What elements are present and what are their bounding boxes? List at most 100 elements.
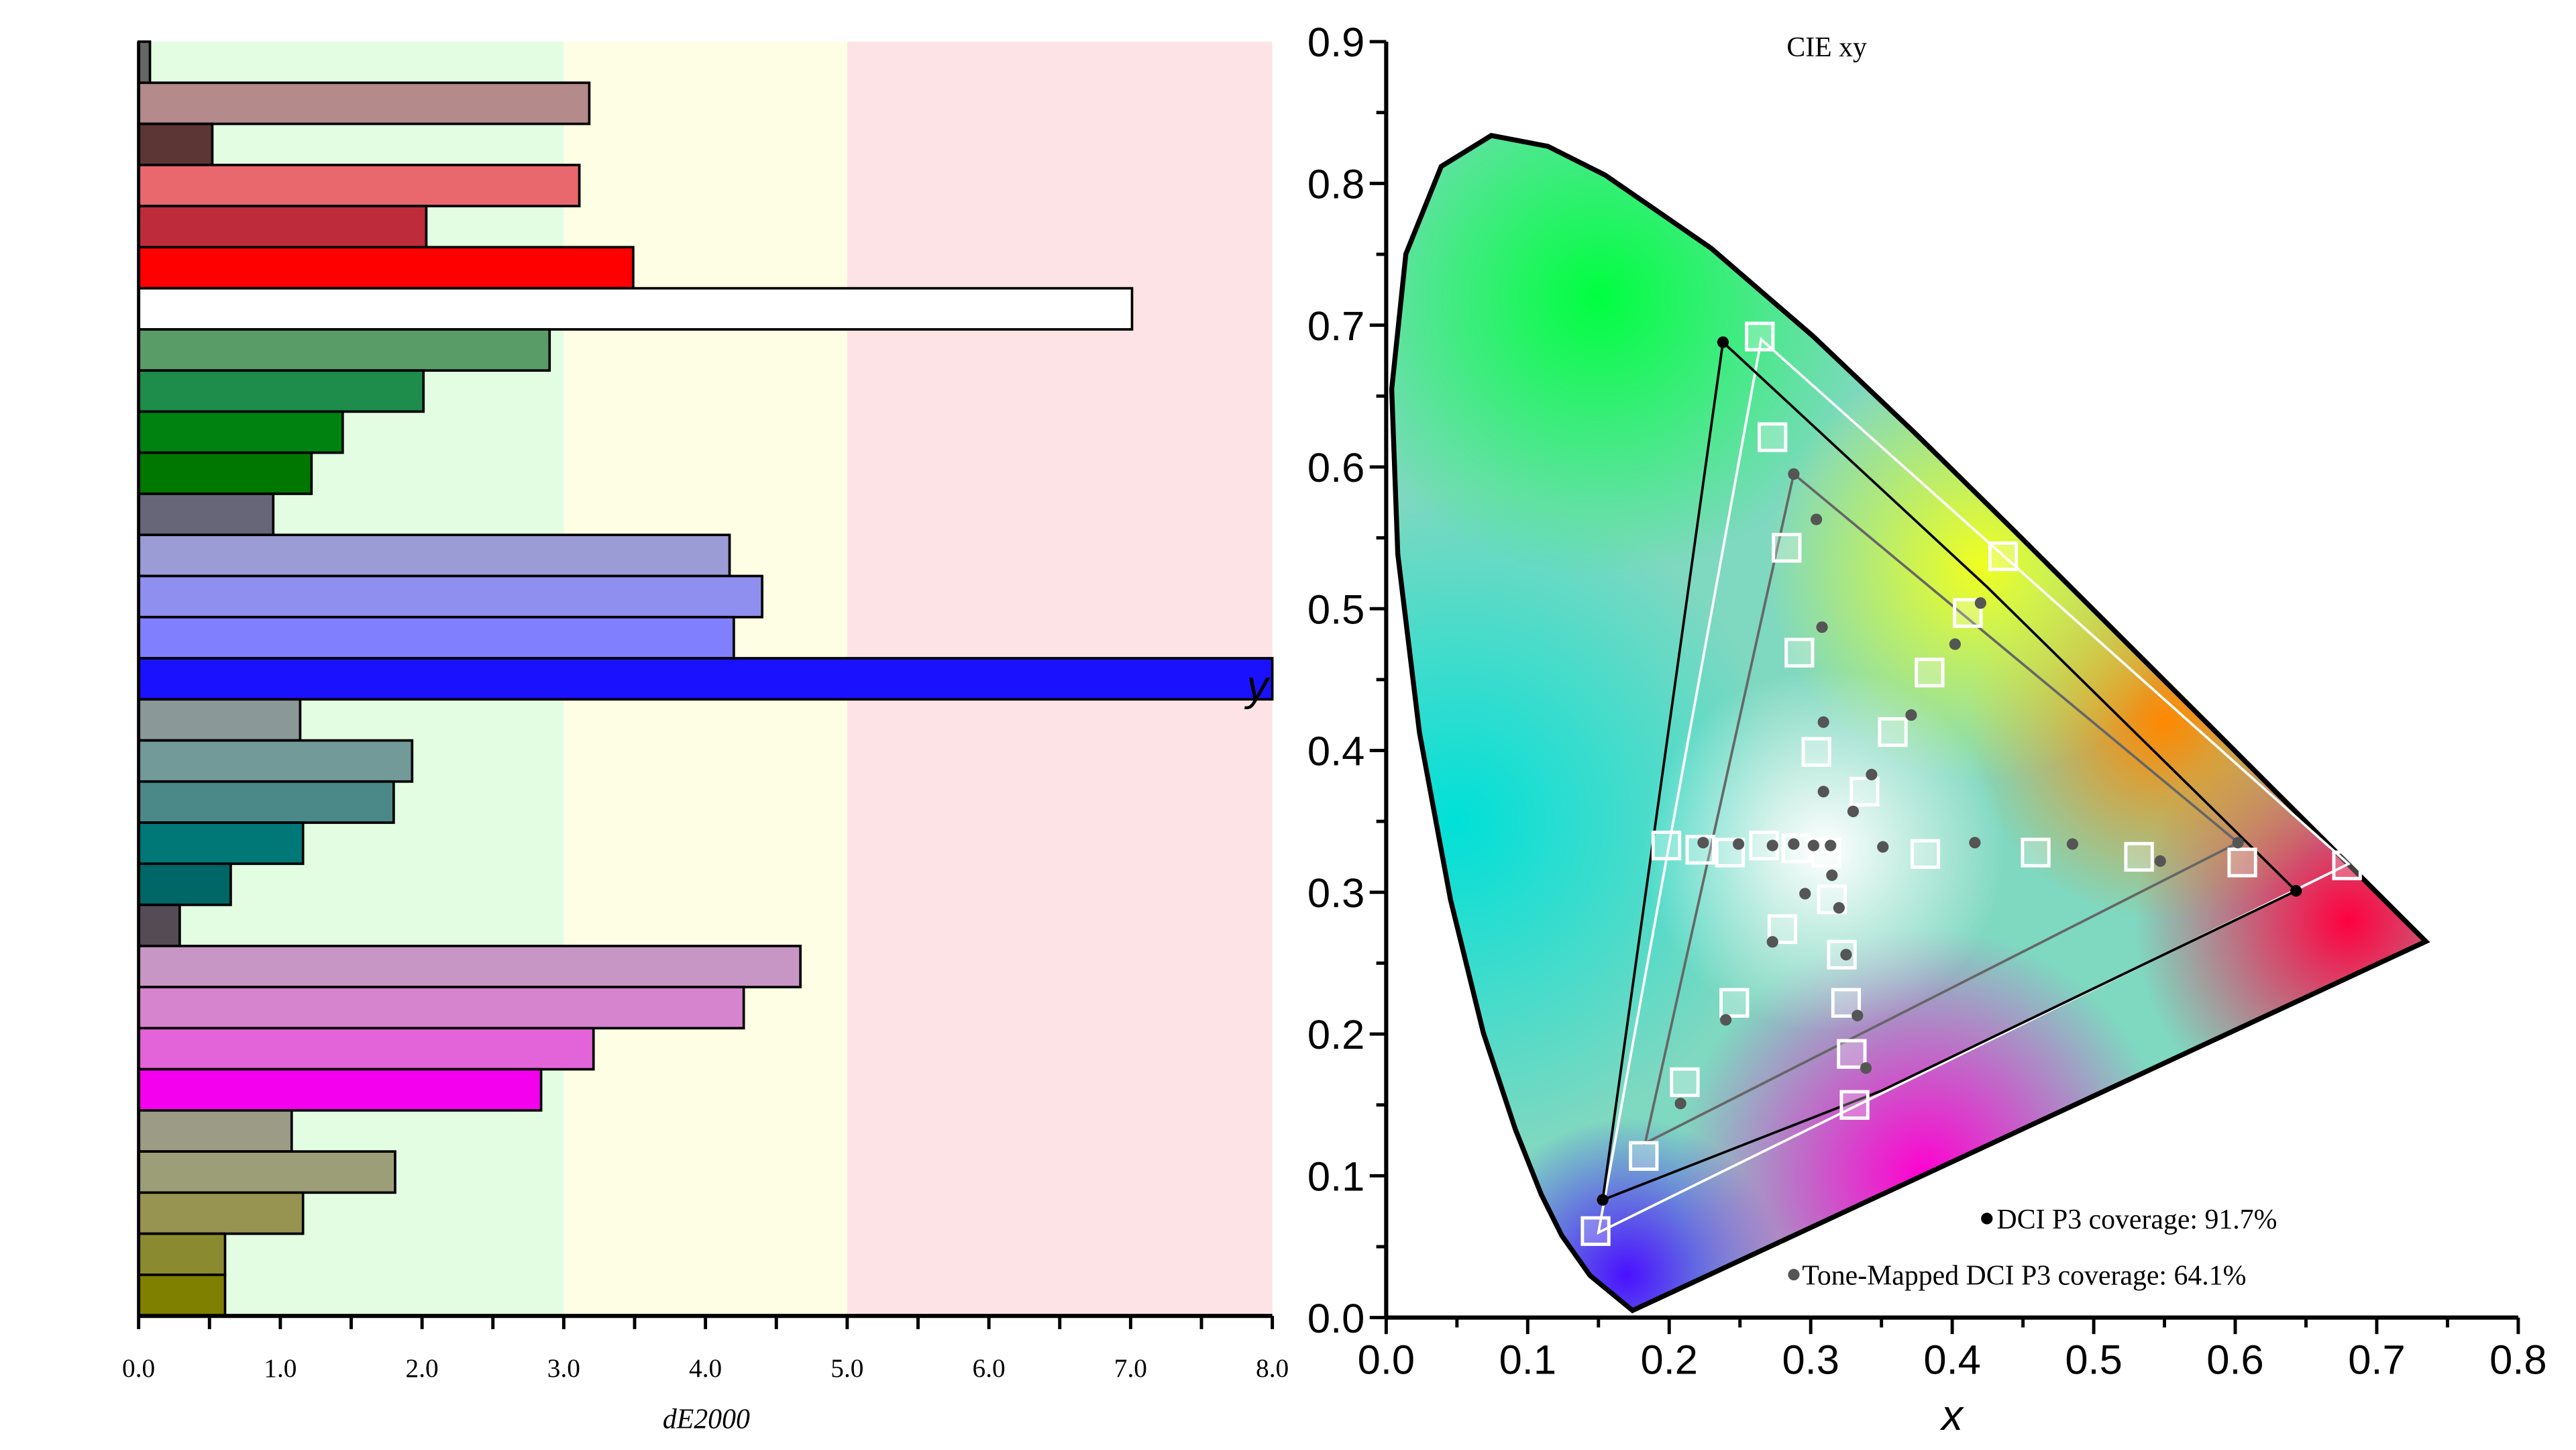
target-point xyxy=(1837,1039,1867,1069)
measured-primary-point xyxy=(1597,1194,1609,1206)
bar xyxy=(137,903,181,947)
x-tick-label: 0.7 xyxy=(2348,1337,2405,1383)
tone-mapped-point xyxy=(1826,869,1838,882)
legend-tone-mapped: Tone-Mapped DCI P3 coverage: 64.1% xyxy=(1802,1260,2246,1291)
tone-mapped-point xyxy=(1788,468,1800,480)
measured-primary-point xyxy=(1717,336,1729,348)
legend-marker-tone-mapped xyxy=(1788,1269,1800,1281)
target-point xyxy=(1629,1141,1659,1171)
target-point xyxy=(1849,776,1880,807)
bar xyxy=(137,944,802,988)
target-point xyxy=(1651,830,1682,861)
bar xyxy=(137,328,551,372)
y-tick-label: 0.2 xyxy=(1307,1012,1364,1058)
x-tick-label: 0.4 xyxy=(1923,1337,1980,1383)
x-tick-label: 6.0 xyxy=(973,1353,1006,1383)
tone-mapped-point xyxy=(1851,1009,1864,1022)
x-axis: 0.0 1.0 2.0 3.0 4.0 5.0 6.0 7.0 8.0 xyxy=(122,42,1289,1383)
y-tick-label: 0.4 xyxy=(1307,729,1364,775)
tone-mapped-point xyxy=(1949,638,1961,650)
cie-axes: 0.0 0.1 0.2 0.3 0.4 0.5 0.6 0.7 0.8 0.0 0.1 0.2 0.3 0… xyxy=(1307,19,2547,1383)
legend-dci-p3: DCI P3 coverage: 91.7% xyxy=(1997,1204,2277,1235)
measured-primary-point xyxy=(2290,885,2302,897)
bar xyxy=(137,821,305,866)
x-tick-label: 1.0 xyxy=(264,1353,297,1383)
tone-mapped-point xyxy=(1816,621,1828,633)
x-tick-label: 0.2 xyxy=(1641,1337,1698,1383)
y-tick-label: 0.9 xyxy=(1307,19,1364,66)
bar xyxy=(137,1068,543,1112)
measured-points xyxy=(1597,336,2302,1206)
y-tick-label: 0.1 xyxy=(1307,1153,1364,1200)
spectral-locus xyxy=(1389,133,2430,1314)
chromaticity-fill xyxy=(1391,135,2426,1311)
target-point xyxy=(2124,841,2154,872)
bar xyxy=(137,1027,595,1071)
x-tick-label: 2.0 xyxy=(406,1353,439,1383)
x-tick-label: 5.0 xyxy=(830,1353,863,1383)
bar xyxy=(137,1274,227,1318)
tone-mapped-point xyxy=(1866,768,1878,781)
x-tick-label: 4.0 xyxy=(689,1353,722,1383)
target-point xyxy=(1685,835,1715,865)
legend-marker-dci-p3 xyxy=(1981,1212,1993,1225)
tone-mapped-point xyxy=(1877,841,1889,853)
bar xyxy=(137,657,1274,701)
x-tick-label: 8.0 xyxy=(1256,1353,1289,1383)
target-point xyxy=(1910,839,1941,869)
tone-mapped-point xyxy=(2232,837,2244,849)
tone-mapped-point xyxy=(1969,837,1981,849)
bar xyxy=(137,1150,396,1194)
bar xyxy=(137,369,425,413)
target-point xyxy=(1715,837,1746,868)
measured-gamut-triangle xyxy=(1601,340,2298,1202)
target-point xyxy=(1719,988,1750,1018)
tone-mapped-point xyxy=(1817,716,1829,728)
bar xyxy=(137,287,1134,331)
target-point xyxy=(1580,1216,1611,1246)
tone-mapped-point xyxy=(1840,949,1852,961)
cie-xy-chart: 0.0 0.1 0.2 0.3 0.4 0.5 0.6 0.7 0.8 0.0 0.1 0.2 0.3 0… xyxy=(1244,19,2547,1439)
tone-mapped-point xyxy=(1825,839,1837,851)
tone-mapped-point xyxy=(1905,709,1917,721)
target-point xyxy=(1758,422,1788,452)
tone-mapped-point xyxy=(1847,805,1860,817)
bar xyxy=(137,40,152,85)
target-point xyxy=(2021,837,2051,868)
bar xyxy=(137,1191,305,1235)
target-point xyxy=(1670,1067,1700,1098)
tone-mapped-point xyxy=(1766,839,1778,851)
target-point xyxy=(1988,541,2019,572)
x-tick-label: 0.0 xyxy=(1358,1337,1415,1383)
bars xyxy=(137,40,1274,1318)
tone-mapped-gamut-triangle xyxy=(1643,472,2241,1146)
tone-mapped-point xyxy=(1817,786,1829,798)
x-axis-label: x xyxy=(1939,1391,1964,1439)
target-point xyxy=(1745,321,1775,352)
y-tick-label: 0.8 xyxy=(1307,161,1364,207)
target-point xyxy=(1767,914,1798,944)
x-tick-label: 7.0 xyxy=(1114,1353,1147,1383)
tone-mapped-point xyxy=(1697,837,1709,849)
tone-mapped-point xyxy=(1860,1062,1872,1074)
target-point xyxy=(2227,847,2257,878)
y-axis-label: y xyxy=(1244,662,1271,710)
tone-mapped-point xyxy=(2154,855,2166,867)
tone-mapped-point xyxy=(1720,1014,1732,1026)
bar xyxy=(137,493,275,537)
bar xyxy=(137,986,745,1030)
bar xyxy=(137,246,635,290)
tone-mapped-point xyxy=(1733,838,1745,850)
target-gamut-triangle xyxy=(1597,337,2351,1235)
bar xyxy=(137,81,591,125)
target-point xyxy=(1878,717,1908,747)
target-point xyxy=(1801,737,1831,767)
chart-title: CIE xy xyxy=(1786,32,1867,63)
y-tick-label: 0.3 xyxy=(1307,870,1364,917)
bar xyxy=(137,1232,227,1276)
color-blob xyxy=(1391,491,1787,1152)
tone-mapped-point xyxy=(1807,839,1820,851)
tone-mapped-point xyxy=(1799,888,1811,900)
y-tick-label: 0.5 xyxy=(1307,586,1364,633)
bar xyxy=(137,615,735,660)
